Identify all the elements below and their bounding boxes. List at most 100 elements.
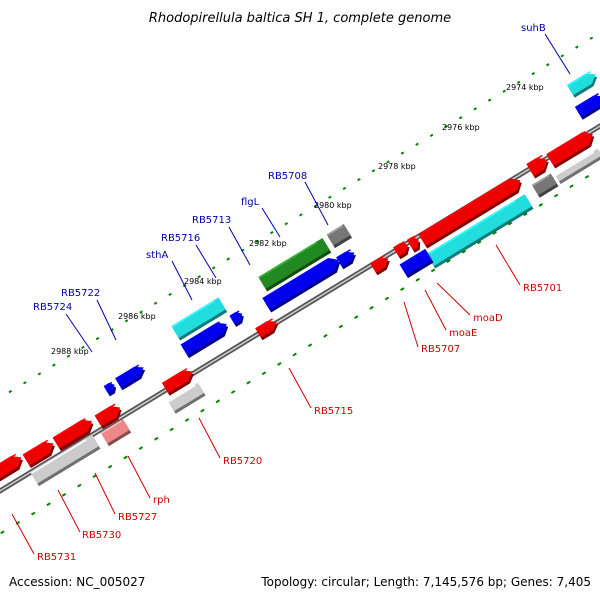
gene-label-RB5731[interactable]: RB5731 <box>37 552 76 563</box>
feature-blue-right-of-flgL[interactable] <box>336 248 359 270</box>
feature-tan-right[interactable] <box>554 148 600 184</box>
feature-blue-top-right[interactable] <box>574 91 600 120</box>
feature-blue-moa[interactable] <box>399 248 434 279</box>
tick-label: 2974 kbp <box>506 83 544 92</box>
feature-red-rb5701[interactable] <box>418 174 525 249</box>
feature-red-rb5715[interactable] <box>255 317 281 341</box>
feature-cyan-long[interactable] <box>426 194 534 269</box>
feature-blue-top-right-body <box>574 95 600 118</box>
feature-cyan-suhB-highlight <box>567 71 591 87</box>
callout-line <box>57 489 81 533</box>
feature-red-top-right-2[interactable] <box>526 154 552 179</box>
feature-blue-sthA[interactable] <box>180 318 232 359</box>
gene-label-moaD[interactable]: moaD <box>473 313 503 324</box>
feature-cyan-rb5716-highlight <box>171 300 215 328</box>
gene-label-suhB[interactable]: suhB <box>521 23 546 34</box>
feature-red-rb5701-body <box>418 178 521 246</box>
gene-label-RB5713[interactable]: RB5713 <box>192 215 231 226</box>
callout-line <box>96 299 117 341</box>
callout-line <box>544 33 571 75</box>
gene-label-RB5720[interactable]: RB5720 <box>223 456 262 467</box>
feature-blue-moa-body <box>399 248 433 276</box>
feature-blue-rb5713-body <box>262 258 339 310</box>
gene-label-RB5707[interactable]: RB5707 <box>421 344 460 355</box>
gene-label-RB5730[interactable]: RB5730 <box>82 530 121 541</box>
feature-red-right-1[interactable] <box>546 128 598 169</box>
feature-gray-rb5708[interactable] <box>326 224 353 249</box>
feature-blue-rb5724[interactable] <box>103 381 119 397</box>
gene-label-RB5722[interactable]: RB5722 <box>61 288 100 299</box>
feature-red-rb5720-highlight <box>162 368 188 385</box>
feature-red-left-3[interactable] <box>22 438 59 469</box>
gene-label-RB5701[interactable]: RB5701 <box>523 283 562 294</box>
feature-red-rb5715-highlight <box>255 318 273 330</box>
feature-red-left-4-body <box>0 455 22 480</box>
feature-blue-sthA-body <box>180 322 227 356</box>
gene-label-flgL[interactable]: flgL <box>241 197 260 208</box>
feature-red-rb5707[interactable] <box>370 254 393 276</box>
feature-red-left-2[interactable] <box>52 416 97 452</box>
gene-label-sthA[interactable]: sthA <box>146 250 168 261</box>
map-title: Rhodopirellula baltica SH 1, complete ge… <box>149 11 451 26</box>
gene-label-RB5708[interactable]: RB5708 <box>268 171 307 182</box>
gene-label-RB5727[interactable]: RB5727 <box>118 512 157 523</box>
tick-label: 2980 kbp <box>314 201 352 210</box>
callout-lines <box>11 33 571 555</box>
feature-gray-rb5720[interactable] <box>167 382 206 414</box>
feature-green-flgL[interactable] <box>258 238 332 292</box>
feature-red-left-1-highlight <box>94 403 116 417</box>
feature-blue-rb5722[interactable] <box>115 363 148 391</box>
feature-blue-small-highlight <box>229 310 240 318</box>
feature-pink-rph-body <box>100 418 130 444</box>
gene-label-RB5715[interactable]: RB5715 <box>314 406 353 417</box>
feature-red-left-1[interactable] <box>94 402 126 430</box>
feature-gray-rb5727-highlight <box>30 438 87 474</box>
feature-blue-small[interactable] <box>229 309 246 327</box>
feature-green-flgL-highlight <box>258 242 317 279</box>
feature-pink-rph[interactable] <box>100 418 132 447</box>
feature-cyan-long-body <box>426 194 532 266</box>
feature-red-moaE[interactable] <box>393 240 412 260</box>
gene-label-moaE[interactable]: moaE <box>449 328 477 339</box>
feature-red-left-3-highlight <box>22 439 49 456</box>
feature-blue-rb5713[interactable] <box>262 254 343 313</box>
feature-red-top-right-2-highlight <box>526 154 543 166</box>
tick-label: 2978 kbp <box>378 162 416 171</box>
feature-gray-rb5727[interactable] <box>30 435 101 487</box>
feature-blue-top-right-highlight <box>575 93 599 109</box>
feature-tan-right-body <box>554 148 600 182</box>
feature-red-rb5720-body <box>161 370 193 394</box>
scale-lines <box>0 31 600 535</box>
feature-gray-right[interactable] <box>531 173 559 198</box>
feature-cyan-suhB[interactable] <box>566 69 600 98</box>
feature-red-left-2-highlight <box>52 418 86 439</box>
feature-red-moaD[interactable] <box>406 235 423 253</box>
gene-label-rph[interactable]: rph <box>153 495 170 506</box>
callout-line <box>94 472 116 515</box>
feature-red-left-3-body <box>22 441 54 466</box>
feature-gray-rb5720-body <box>167 382 205 412</box>
callout-line <box>261 207 281 238</box>
topology-text: Topology: circular; Length: 7,145,576 bp… <box>260 575 591 589</box>
feature-gray-right-body <box>531 173 557 196</box>
feature-green-flgL-body <box>258 238 330 289</box>
accession-text: Accession: NC_005027 <box>9 575 145 589</box>
feature-red-moaD-highlight <box>407 235 416 242</box>
callout-line <box>198 417 221 459</box>
feature-pink-rph-highlight <box>100 420 122 434</box>
feature-red-left-2-body <box>52 419 92 449</box>
feature-blue-right-of-flgL-highlight <box>336 249 351 259</box>
feature-blue-rb5724-highlight <box>103 381 113 388</box>
feature-red-left-1-body <box>94 406 121 427</box>
feature-red-left-4[interactable] <box>0 452 26 483</box>
feature-blue-rb5722-highlight <box>115 364 140 380</box>
gene-label-RB5716[interactable]: RB5716 <box>161 233 200 244</box>
feature-cyan-rb5716[interactable] <box>171 297 228 341</box>
feature-red-rb5701-highlight <box>418 180 508 236</box>
feature-red-rb5720[interactable] <box>161 366 197 396</box>
tick-label: 2988 kbp <box>51 347 89 356</box>
gene-label-RB5724[interactable]: RB5724 <box>33 302 72 313</box>
callout-line <box>228 226 251 266</box>
callout-line <box>127 455 151 499</box>
